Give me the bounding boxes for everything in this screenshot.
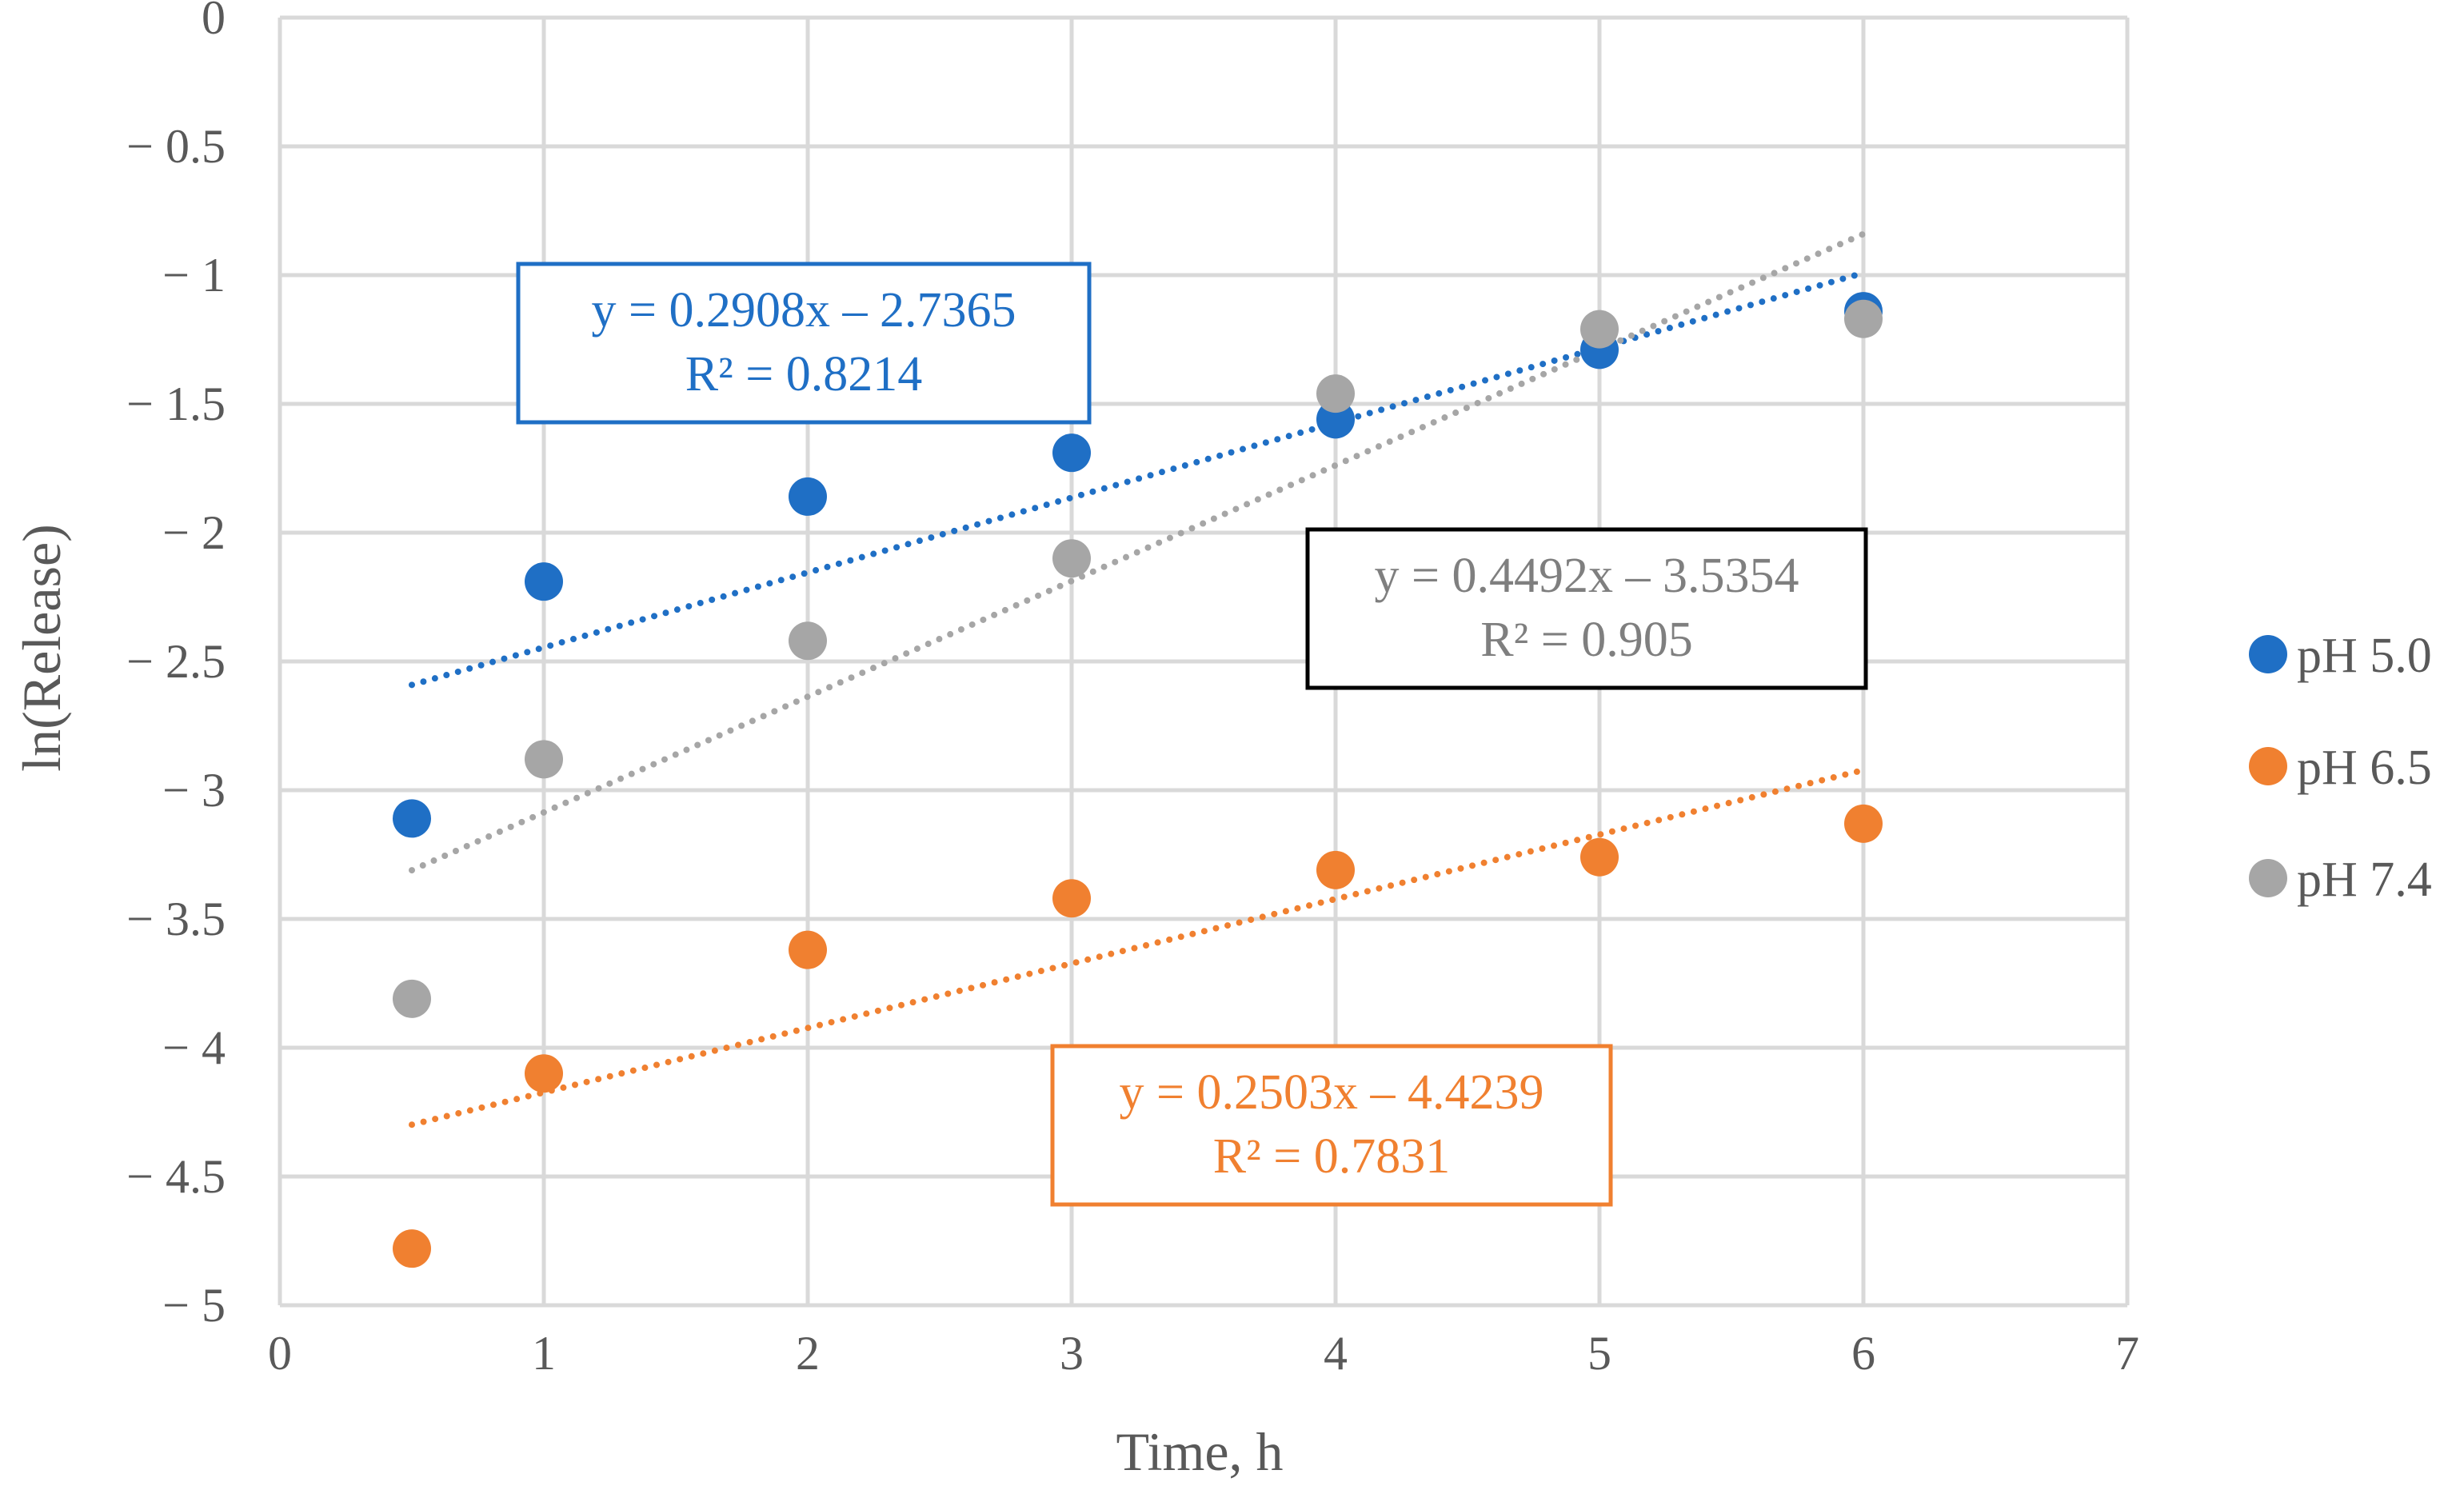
y-axis-ticks: 0 − 0.5 − 1 − 1.5 − 2 − 2.5 − 3 − 3.5 − 4 − 4.5 − … xyxy=(126,0,226,1332)
trendline-equation: y = 0.2503x – 4.4239 xyxy=(1120,1065,1544,1120)
data-point-ph-6-5 xyxy=(1052,879,1091,918)
data-point-ph-7-4 xyxy=(1580,310,1619,349)
y-tick-label: − 1.5 xyxy=(126,377,226,430)
data-point-ph-6-5 xyxy=(1580,837,1619,877)
y-tick-label: − 5 xyxy=(162,1279,226,1332)
y-tick-label: − 0.5 xyxy=(126,120,226,173)
y-tick-label: − 4.5 xyxy=(126,1150,226,1203)
legend-marker xyxy=(2249,635,2287,673)
data-point-ph-6-5 xyxy=(393,1229,431,1268)
x-tick-label: 4 xyxy=(1324,1327,1348,1380)
x-tick-label: 5 xyxy=(1587,1327,1611,1380)
trendline-equation: y = 0.2908x – 2.7365 xyxy=(592,283,1016,338)
x-axis-title: Time, h xyxy=(1116,1421,1283,1482)
x-tick-label: 3 xyxy=(1060,1327,1084,1380)
equation-box xyxy=(1050,1044,1613,1207)
trendline-ph-7-4 xyxy=(409,230,1867,874)
data-point-ph-6-5 xyxy=(525,1054,563,1093)
data-point-ph-5-0 xyxy=(393,799,431,838)
trendline-equations: y = 0.2908x – 2.7365 R² = 0.8214 y = 0.250… xyxy=(516,262,1868,1207)
x-tick-label: 1 xyxy=(532,1327,556,1380)
equation-box xyxy=(1305,527,1868,690)
y-tick-label: − 3 xyxy=(162,764,226,817)
y-tick-label: − 1 xyxy=(162,249,226,302)
x-axis-ticks: 0 1 2 3 4 5 6 7 xyxy=(268,1327,2139,1380)
legend-label: pH 5.0 xyxy=(2297,629,2432,683)
data-point-ph-5-0 xyxy=(789,477,827,516)
data-point-ph-7-4 xyxy=(1052,539,1091,578)
r-squared-value: R² = 0.7831 xyxy=(1213,1129,1450,1184)
data-point-ph-7-4 xyxy=(789,621,827,661)
data-point-ph-6-5 xyxy=(1316,850,1355,889)
r-squared-value: R² = 0.8214 xyxy=(685,347,922,401)
data-point-ph-6-5 xyxy=(789,930,827,969)
y-tick-label: 0 xyxy=(202,0,226,44)
x-tick-label: 0 xyxy=(268,1327,292,1380)
x-tick-label: 2 xyxy=(796,1327,820,1380)
data-point-ph-6-5 xyxy=(1844,804,1883,843)
r-squared-value: R² = 0.905 xyxy=(1480,613,1692,667)
x-tick-label: 6 xyxy=(1851,1327,1875,1380)
y-tick-label: − 3.5 xyxy=(126,893,226,945)
data-point-ph-5-0 xyxy=(1052,433,1091,473)
x-tick-label: 7 xyxy=(2115,1327,2139,1380)
data-point-ph-7-4 xyxy=(525,740,563,779)
legend-marker xyxy=(2249,859,2287,897)
data-point-ph-7-4 xyxy=(393,979,431,1018)
data-point-ph-7-4 xyxy=(1844,299,1883,338)
trendline-equation: y = 0.4492x – 3.5354 xyxy=(1375,549,1799,603)
data-points xyxy=(393,292,1883,1268)
trendline-ph-6-5 xyxy=(409,766,1867,1128)
y-tick-label: − 4 xyxy=(162,1021,226,1074)
equation-box xyxy=(516,262,1092,425)
legend-marker xyxy=(2249,747,2287,785)
y-axis-title: ln(Release) xyxy=(11,524,72,772)
trendlines xyxy=(409,230,1867,1128)
legend-label: pH 6.5 xyxy=(2297,741,2432,795)
y-tick-label: − 2 xyxy=(162,506,226,559)
data-point-ph-7-4 xyxy=(1316,374,1355,413)
legend: pH 5.0 pH 6.5 pH 7.4 xyxy=(2249,629,2432,907)
legend-label: pH 7.4 xyxy=(2297,853,2432,907)
data-point-ph-5-0 xyxy=(525,562,563,601)
y-tick-label: − 2.5 xyxy=(126,635,226,688)
